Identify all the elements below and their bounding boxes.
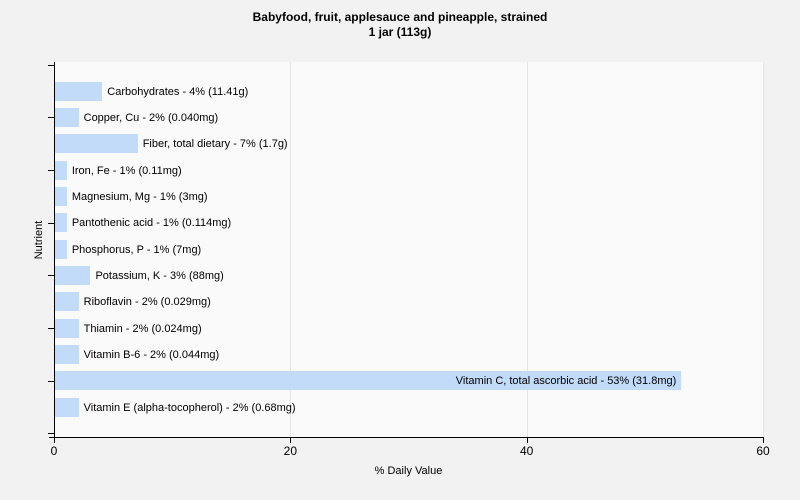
bar-carbohydrates bbox=[55, 81, 103, 101]
bar-label: Carbohydrates - 4% (11.41g) bbox=[107, 85, 249, 98]
y-tick bbox=[48, 380, 54, 382]
bar-label: Vitamin B-6 - 2% (0.044mg) bbox=[83, 349, 220, 361]
bar-label: Vitamin C, total ascorbic acid - 53% (31… bbox=[455, 375, 677, 388]
x-tick-20 bbox=[290, 438, 292, 443]
y-tick bbox=[48, 222, 54, 224]
y-axis-line bbox=[54, 62, 55, 442]
x-tick-label: 60 bbox=[756, 444, 770, 458]
gridline-40 bbox=[526, 62, 528, 437]
bar-riboflavin bbox=[55, 292, 79, 312]
bar-label: Copper, Cu - 2% (0.040mg) bbox=[83, 112, 219, 125]
chart-title-line1: Babyfood, fruit, applesauce and pineappl… bbox=[252, 10, 548, 24]
bar-pantothenic-acid bbox=[55, 213, 67, 233]
bar-fiber-total-dietary bbox=[55, 134, 138, 154]
gridline-20 bbox=[290, 62, 292, 437]
x-axis-title: % Daily Value bbox=[374, 465, 443, 477]
x-tick-60 bbox=[763, 438, 764, 443]
bar-vitamin-b-6 bbox=[55, 345, 79, 364]
bar-label: Thiamin - 2% (0.024mg) bbox=[83, 322, 202, 335]
bar-copper-cu bbox=[55, 108, 79, 128]
y-tick bbox=[48, 117, 54, 119]
bar-label: Vitamin E (alpha-tocopherol) - 2% (0.68m… bbox=[83, 401, 296, 414]
y-tick bbox=[48, 433, 54, 435]
bar-label: Magnesium, Mg - 1% (3mg) bbox=[71, 191, 208, 204]
y-tick bbox=[48, 275, 54, 277]
bar-iron-fe bbox=[55, 160, 67, 180]
bar-phosphorus-p bbox=[55, 239, 67, 259]
gridline-60 bbox=[763, 62, 764, 437]
bar-label: Phosphorus, P - 1% (7mg) bbox=[71, 243, 202, 256]
y-tick bbox=[48, 328, 54, 329]
y-tick bbox=[48, 64, 54, 66]
chart-title-line2: 1 jar (113g) bbox=[368, 25, 432, 39]
bar-label: Riboflavin - 2% (0.029mg) bbox=[83, 296, 211, 309]
x-tick-label: 0 bbox=[50, 444, 58, 458]
x-tick-40 bbox=[526, 438, 528, 443]
bar-label: Pantothenic acid - 1% (0.114mg) bbox=[71, 217, 232, 230]
bar-label: Iron, Fe - 1% (0.11mg) bbox=[71, 164, 182, 177]
y-axis-title: Nutrient bbox=[33, 220, 45, 260]
y-tick bbox=[48, 169, 54, 171]
bar-vitamin-c-total-ascorbic-acid bbox=[55, 371, 682, 391]
bar-vitamin-e-alpha-tocopherol bbox=[55, 397, 79, 417]
x-axis-line bbox=[49, 437, 764, 438]
bar-magnesium-mg bbox=[55, 187, 67, 207]
x-tick-label: 20 bbox=[283, 444, 298, 458]
x-tick-label: 40 bbox=[519, 444, 534, 458]
bar-label: Potassium, K - 3% (88mg) bbox=[95, 270, 224, 282]
bar-label: Fiber, total dietary - 7% (1.7g) bbox=[142, 138, 288, 151]
chart-title: Babyfood, fruit, applesauce and pineappl… bbox=[0, 10, 800, 40]
bar-thiamin bbox=[55, 318, 79, 338]
bar-potassium-k bbox=[55, 266, 91, 285]
